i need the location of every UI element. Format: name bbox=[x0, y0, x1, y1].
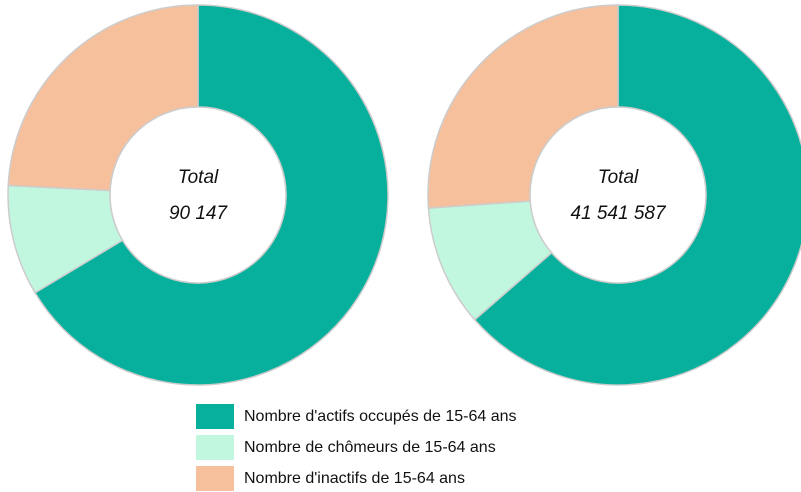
legend-label: Nombre d'inactifs de 15-64 ans bbox=[244, 470, 465, 487]
legend-label: Nombre de chômeurs de 15-64 ans bbox=[244, 439, 496, 456]
donut-hole bbox=[109, 106, 287, 284]
donut-hole bbox=[529, 106, 707, 284]
legend-label: Nombre d'actifs occupés de 15-64 ans bbox=[244, 408, 517, 425]
legend-swatch bbox=[196, 435, 234, 460]
center-total: 41 541 587 bbox=[570, 203, 667, 224]
legend-swatch bbox=[196, 466, 234, 491]
center-total: 90 147 bbox=[169, 203, 229, 224]
legend-swatch bbox=[196, 404, 234, 429]
center-label: Total bbox=[178, 167, 219, 188]
center-label: Total bbox=[598, 167, 639, 188]
